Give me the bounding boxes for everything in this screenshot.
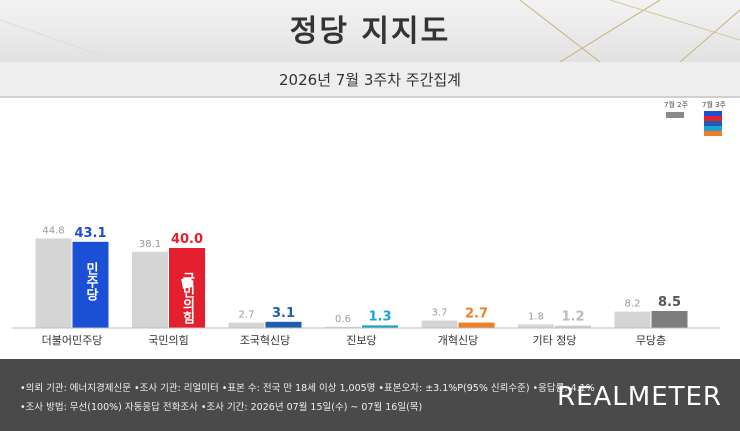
party-logo-icon [181,277,193,289]
bar-curr-0 [72,241,109,328]
bar-curr-5 [555,325,591,328]
footer: •의뢰 기관: 에너지경제신문 •조사 기관: 리얼미터 •표본 수: 전국 만… [0,359,740,431]
legend-prev-label: 7월 2주 [664,100,689,109]
value-label-curr-2: 3.1 [272,306,295,321]
category-label-0: 더불어민주당 [42,334,103,347]
legend-swatch-red [704,116,722,121]
value-label-curr-5: 1.2 [561,310,584,325]
legend-swatch-navy [704,121,722,126]
legend-swatch-blue [704,111,722,116]
value-label-curr-0: 43.1 [74,226,106,241]
legend-swatch-cyan [704,126,722,131]
bar-prev-0 [35,238,72,328]
footer-note-2: •조사 방법: 무선(100%) 자동응답 전화조사 •조사 기간: 2026년… [20,402,423,413]
chart-subtitle: 2026년 7월 3주차 주간집계 [279,71,461,89]
legend-curr-label: 7월 3주 [702,100,727,109]
legend: 7월 2주 7월 3주 [664,100,727,136]
bar-prev-4 [421,320,458,328]
party-mark-0: 민주당 [83,262,98,303]
category-label-1: 국민의힘 [148,334,188,347]
bar-chart: 7월 2주 7월 3주 44.8 43.1 38.1 40.0 2.7 3.1 0.6 1.3… [12,100,727,347]
bar-prev-2 [228,322,265,328]
bar-prev-5 [518,324,554,328]
value-label-prev-0: 44.8 [42,225,64,236]
category-label-2: 조국혁신당 [240,334,291,347]
bar-curr-2 [265,321,302,328]
header-banner: 정당 지지도 [0,0,740,62]
bars-group: 44.8 43.1 38.1 40.0 2.7 3.1 0.6 1.3 3.7 2.7 1.8 1.2… [35,225,688,328]
value-label-prev-2: 2.7 [239,310,255,321]
value-label-prev-3: 0.6 [335,314,351,325]
page-title: 정당 지지도 [289,14,451,49]
legend-swatch-orange [704,131,722,136]
subtitle-bar: 2026년 7월 3주차 주간집계 [0,62,740,98]
value-label-prev-4: 3.7 [432,308,448,319]
legend-prev-swatch [666,112,684,118]
category-label-3: 진보당 [346,334,376,347]
value-label-curr-6: 8.5 [658,295,681,310]
footer-note-1: •의뢰 기관: 에너지경제신문 •조사 기관: 리얼미터 •표본 수: 전국 만… [20,383,595,394]
category-label-4: 개혁신당 [438,334,478,347]
value-label-curr-3: 1.3 [368,309,391,324]
category-labels: 더불어민주당 국민의힘 조국혁신당 진보당 개혁신당 기타 정당 무당층 [42,334,667,347]
value-label-prev-6: 8.2 [625,299,641,310]
value-label-prev-1: 38.1 [139,239,161,250]
value-label-curr-1: 40.0 [171,232,203,247]
value-label-prev-5: 1.8 [528,311,544,322]
realmeter-logo: REALMETER [557,382,722,412]
bar-curr-4 [458,322,495,328]
bar-curr-6 [651,311,688,328]
bar-prev-3 [325,326,361,328]
bar-prev-6 [614,311,651,328]
category-label-5: 기타 정당 [533,334,577,347]
decorative-lines [0,0,740,62]
bar-prev-1 [132,251,168,328]
bar-curr-3 [362,325,398,328]
category-label-6: 무당층 [636,334,666,347]
value-label-curr-4: 2.7 [465,307,488,322]
